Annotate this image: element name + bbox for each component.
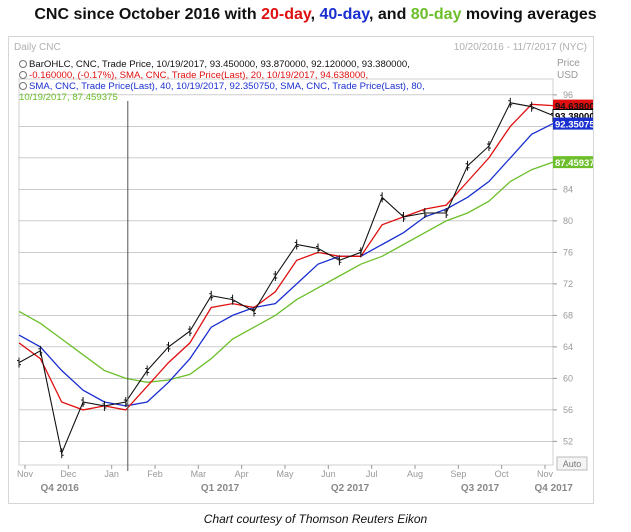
month-label: Dec xyxy=(60,469,77,479)
x-axis: Nov Dec Jan Feb Mar Apr May Jun Jul Aug Sep Oct Nov Q… xyxy=(17,465,573,494)
headline-80day: 80-day xyxy=(410,6,462,23)
last-value-label: 94.638000 xyxy=(555,102,593,113)
legend-marker-icon xyxy=(19,60,27,68)
month-label: Jul xyxy=(366,469,378,479)
chart-panel[interactable]: Daily CNC 10/20/2016 - 11/7/2017 (NYC) N… xyxy=(8,36,601,504)
last-value-labels: 94.63800093.38000092.350750 87.459375 xyxy=(552,99,601,169)
last-value-label: 92.350750 xyxy=(555,120,593,131)
y-tick-label: 52 xyxy=(563,436,573,446)
month-label: May xyxy=(276,469,294,479)
series-layer xyxy=(17,97,555,459)
month-label: Feb xyxy=(147,469,163,479)
quarter-label: Q1 2017 xyxy=(201,483,240,494)
chart-header-left: Daily CNC xyxy=(14,42,61,53)
series-line xyxy=(18,123,554,407)
quarter-label: Q4 2016 xyxy=(40,483,79,494)
axis-unit-usd: USD xyxy=(557,70,578,81)
y-tick-label: 68 xyxy=(563,310,573,320)
legend: BarOHLC, CNC, Trade Price, 10/19/2017, 9… xyxy=(19,59,425,103)
month-label: Jun xyxy=(321,469,336,479)
axis-unit-price: Price xyxy=(557,58,580,69)
grid-lines xyxy=(18,78,554,466)
month-label: Nov xyxy=(17,469,34,479)
headline-suffix: moving averages xyxy=(461,6,597,23)
last-value-label: 93.380000 xyxy=(555,112,593,123)
quarter-label: Q4 2017 xyxy=(534,483,573,494)
month-label: Sep xyxy=(450,469,466,479)
month-label: Jan xyxy=(104,469,119,479)
headline-sep2: , and xyxy=(369,6,411,23)
chart-credit: Chart courtesy of Thomson Reuters Eikon xyxy=(203,512,428,526)
y-tick-label: 80 xyxy=(563,216,573,226)
last-value-label: 87.459375 xyxy=(555,158,593,169)
legend-line: BarOHLC, CNC, Trade Price, 10/19/2017, 9… xyxy=(29,59,410,70)
legend-marker-icon xyxy=(19,82,27,90)
month-label: Apr xyxy=(235,469,249,479)
plot-frame xyxy=(18,78,554,466)
chart-headline: CNC since October 2016 with 20-day, 40-d… xyxy=(0,6,631,24)
series-line xyxy=(18,103,554,411)
month-label: Oct xyxy=(495,469,510,479)
legend-line: 10/19/2017, 87.459375 xyxy=(19,92,118,103)
headline-20day: 20-day xyxy=(261,6,311,23)
y-tick-label: 72 xyxy=(563,279,573,289)
month-label: Mar xyxy=(191,469,207,479)
headline-40day: 40-day xyxy=(319,6,369,23)
legend-marker-icon xyxy=(19,71,27,79)
y-tick-label: 84 xyxy=(563,184,573,194)
last-value-box xyxy=(553,99,593,112)
y-tick-label: 96 xyxy=(563,90,573,100)
quarter-label: Q2 2017 xyxy=(331,483,370,494)
auto-scale-button[interactable]: Auto xyxy=(556,456,588,471)
quarter-label: Q3 2017 xyxy=(461,483,500,494)
chart-header-right: 10/20/2016 - 11/7/2017 (NYC) xyxy=(454,42,587,53)
last-value-box xyxy=(553,117,593,130)
headline-sep1: , xyxy=(310,6,320,23)
series-line xyxy=(18,102,554,456)
auto-scale-label: Auto xyxy=(563,459,582,469)
series-line xyxy=(18,161,554,383)
legend-line: SMA, CNC, Trade Price(Last), 40, 10/19/2… xyxy=(29,81,425,92)
y-tick-label: 56 xyxy=(563,405,573,415)
month-label: Aug xyxy=(407,469,423,479)
legend-line: -0.160000, (-0.17%), SMA, CNC, Trade Pri… xyxy=(29,70,368,81)
price-chart[interactable]: Daily CNC 10/20/2016 - 11/7/2017 (NYC) N… xyxy=(9,37,601,503)
month-label: Nov xyxy=(537,469,554,479)
last-value-box xyxy=(553,156,593,169)
y-tick-label: 64 xyxy=(563,342,573,352)
y-axis: 52 56 60 64 68 72 76 80 84 96 xyxy=(553,90,573,446)
headline-prefix: CNC since October 2016 with xyxy=(34,6,262,23)
y-tick-label: 60 xyxy=(563,373,573,383)
y-tick-label: 76 xyxy=(563,247,573,257)
